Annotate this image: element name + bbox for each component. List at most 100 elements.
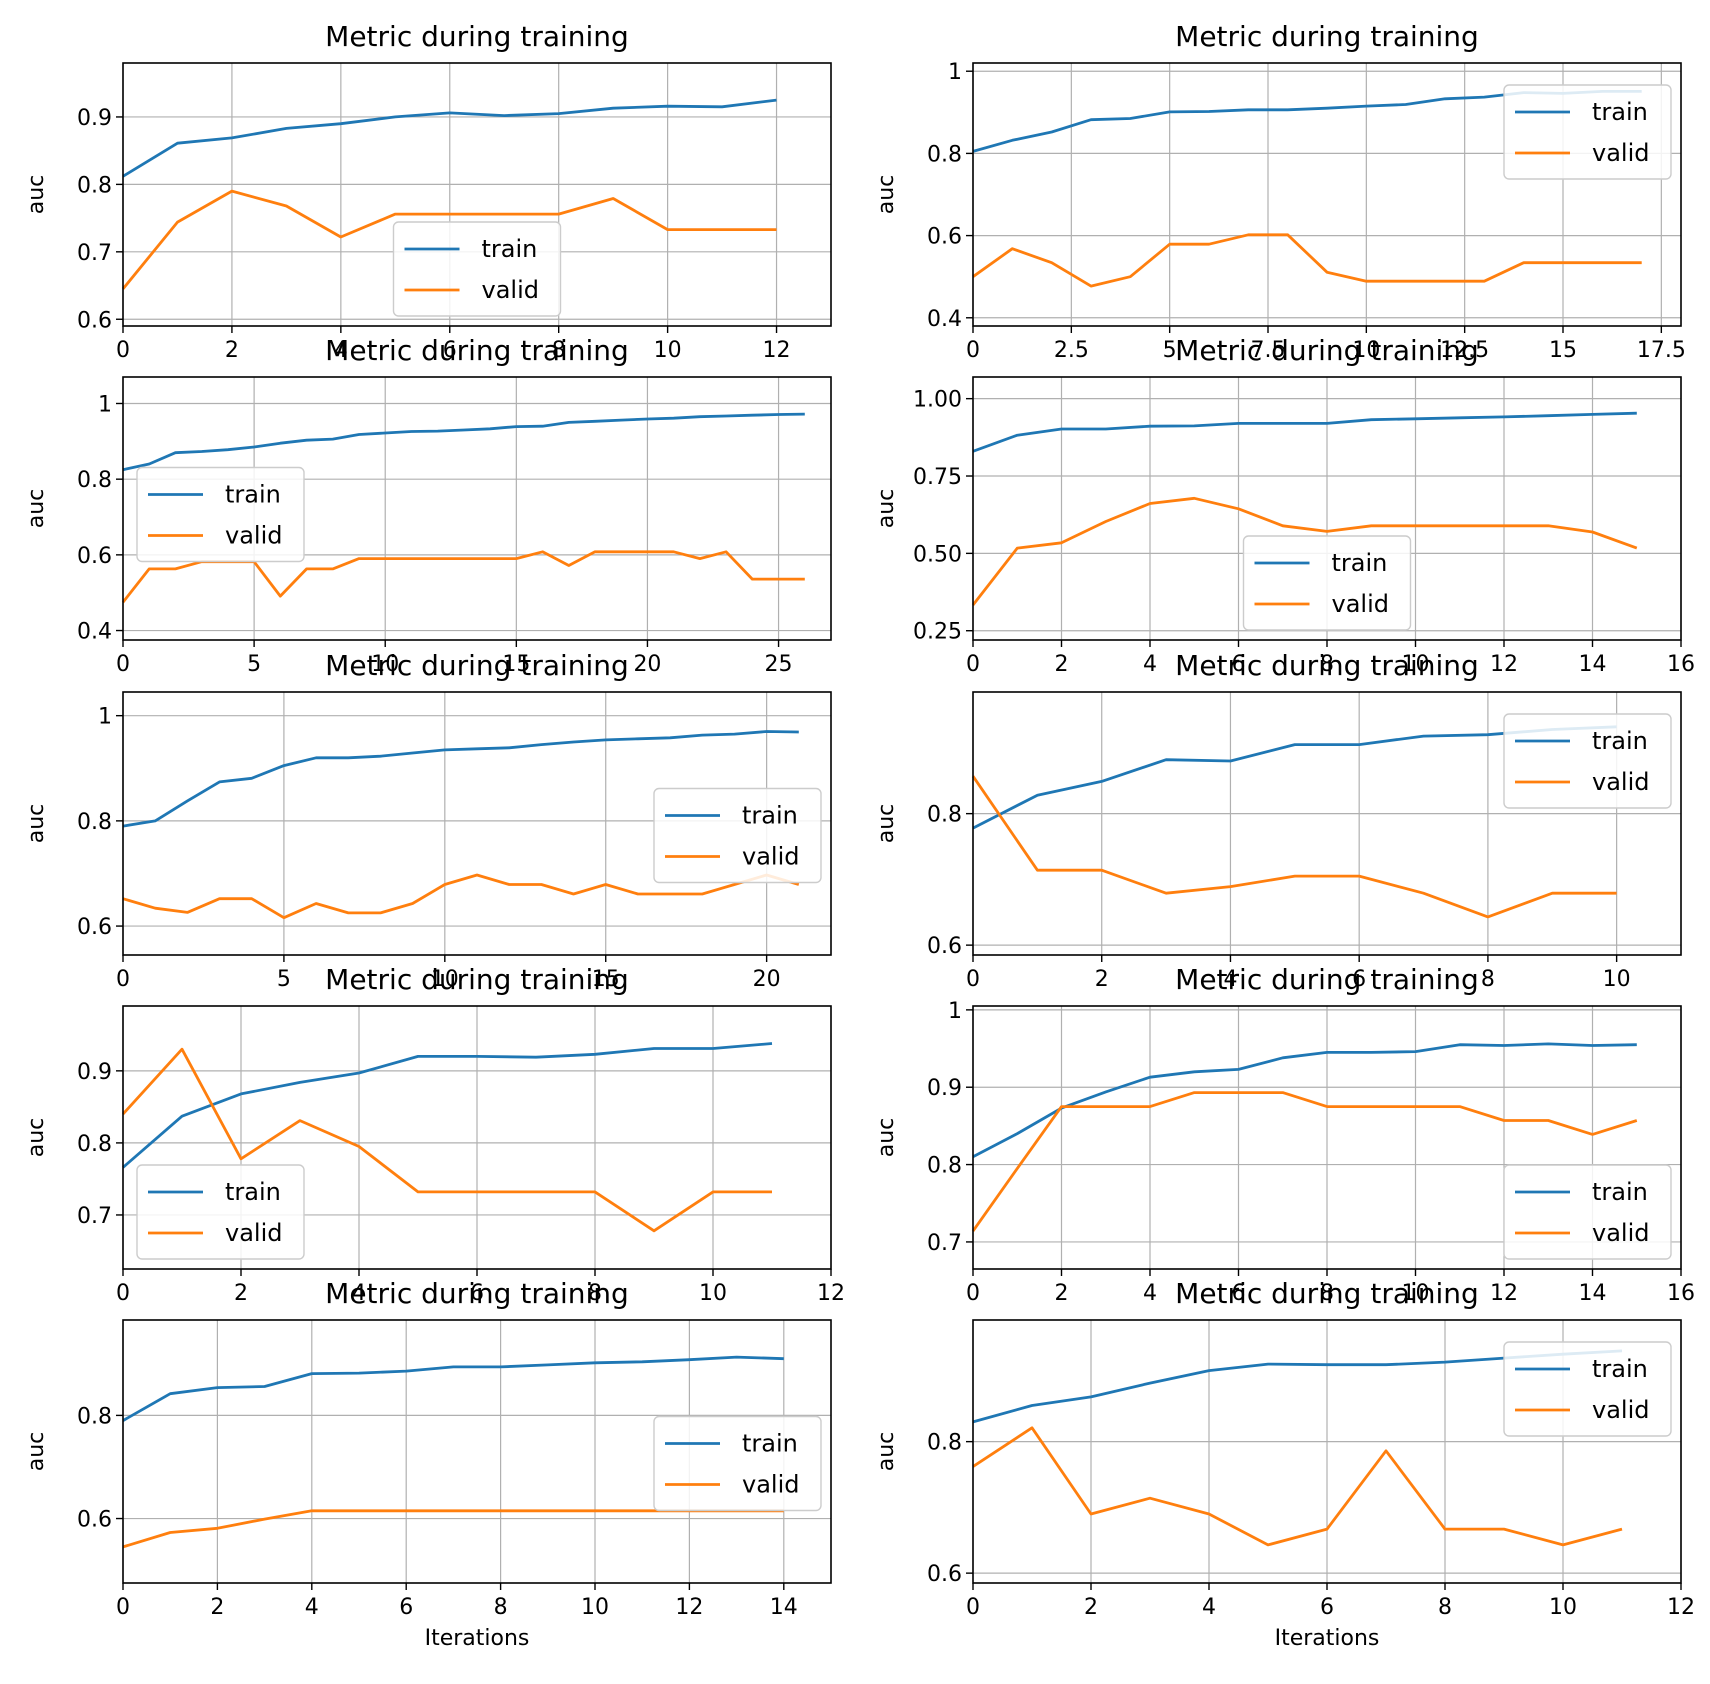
y-axis-label: auc: [874, 1432, 899, 1472]
y-axis-label: auc: [874, 804, 899, 844]
axes-frame: [122, 376, 832, 641]
x-tick-label: 10: [581, 1595, 609, 1620]
x-tick-label: 10: [1402, 1281, 1430, 1306]
legend-label-train: train: [225, 1178, 281, 1206]
x-tick-label: 15: [1549, 338, 1577, 363]
chart-title: Metric during training: [1175, 334, 1479, 367]
legend-label-valid: valid: [225, 1219, 282, 1247]
legend-label-train: train: [1332, 549, 1388, 577]
x-tick-label: 4: [352, 1281, 366, 1306]
series-line-train: [122, 730, 799, 828]
legend: train valid: [136, 1164, 305, 1260]
axes-frame: [972, 62, 1682, 327]
y-axis-label: auc: [24, 804, 49, 844]
subplot-4: 0 2 4 6 8 10 12 14 16 0.25 0.50 0.75 1.00 Metric duri…: [874, 334, 1695, 677]
x-tick-label: 2: [210, 1595, 224, 1620]
x-tick-label: 0: [966, 967, 980, 992]
series-line-train: [122, 412, 805, 472]
x-tick-label: 2: [234, 1281, 248, 1306]
x-tick-label: 2: [1095, 967, 1109, 992]
legend-box: [136, 1164, 305, 1260]
x-tick-label: 2: [1055, 1281, 1069, 1306]
x-tick-label: 0: [966, 338, 980, 363]
series-line-valid: [971, 1091, 1638, 1232]
axes-frame: [122, 1319, 832, 1584]
y-tick-label: 0.8: [927, 803, 962, 828]
x-tick-label: 10: [654, 338, 682, 363]
x-tick-label: 10: [1352, 338, 1380, 363]
x-tick-label: 4: [305, 1595, 319, 1620]
legend-box: [392, 221, 562, 317]
y-tick-label: 0.8: [77, 1132, 112, 1157]
chart-title: Metric during training: [325, 20, 629, 53]
x-tick-label: 17.5: [1637, 338, 1686, 363]
legend-box: [136, 466, 305, 563]
subplot-1: 0 2 4 6 8 10 12 0.6 0.7 0.8 0.9 Metric during train…: [24, 20, 832, 363]
y-tick-label: 1: [98, 705, 112, 730]
y-tick-label: 1: [948, 999, 962, 1024]
y-tick-label: 0.6: [927, 225, 962, 250]
legend: train valid: [1503, 1341, 1672, 1437]
x-tick-label: 0: [116, 652, 130, 677]
legend-label-train: train: [1592, 727, 1648, 755]
x-tick-label: 4: [1143, 652, 1157, 677]
legend-label-train: train: [742, 1430, 798, 1458]
y-tick-label: 0.6: [77, 308, 112, 333]
x-tick-label: 12: [763, 338, 791, 363]
x-tick-label: 8: [1481, 967, 1495, 992]
x-tick-label: 2: [1084, 1595, 1098, 1620]
subplot-5: 0 5 10 15 20 0.6 0.8 1 Metric during training auc…: [24, 649, 832, 992]
subplot-6: 0 2 4 6 8 10 0.6 0.8 Metric during training auc tr…: [874, 649, 1682, 992]
x-tick-label: 2: [225, 338, 239, 363]
x-tick-label: 0: [966, 652, 980, 677]
series-line-train: [122, 98, 777, 178]
y-tick-label: 0.8: [77, 1404, 112, 1429]
x-tick-label: 12: [1667, 1595, 1695, 1620]
subplot-8: 0 2 4 6 8 10 12 14 16 0.7 0.8 0.9 1 Metric during tra…: [874, 963, 1695, 1306]
x-tick-label: 15: [502, 652, 530, 677]
x-tick-label: 8: [588, 1281, 602, 1306]
legend-label-train: train: [1592, 98, 1648, 126]
x-tick-label: 5: [247, 652, 261, 677]
y-tick-label: 0.8: [77, 173, 112, 198]
x-tick-label: 10: [371, 652, 399, 677]
y-tick-label: 1: [948, 60, 962, 85]
x-tick-label: 8: [494, 1595, 508, 1620]
legend-label-valid: valid: [1592, 1396, 1649, 1424]
x-tick-label: 12: [1490, 1281, 1518, 1306]
x-tick-label: 4: [334, 338, 348, 363]
y-tick-label: 0.8: [927, 1431, 962, 1456]
x-tick-label: 14: [1579, 1281, 1607, 1306]
subplot-2: 0 2.5 5 7.5 10 12.5 15 17.5 0.4 0.6 0.8 1 Metric dur…: [874, 20, 1686, 363]
x-tick-label: 7.5: [1251, 338, 1286, 363]
legend-label-train: train: [742, 802, 798, 830]
legend: train valid: [392, 221, 562, 317]
legend-box: [653, 1415, 822, 1512]
legend: train valid: [653, 1415, 822, 1512]
x-tick-label: 16: [1667, 1281, 1695, 1306]
y-tick-label: 0.8: [927, 142, 962, 167]
series-line-train: [972, 1042, 1637, 1159]
y-tick-label: 0.4: [77, 620, 112, 645]
legend: train valid: [1503, 1164, 1672, 1260]
y-tick-label: 0.7: [77, 241, 112, 266]
legend-label-train: train: [482, 235, 538, 263]
y-tick-label: 0.9: [77, 1060, 112, 1085]
x-tick-label: 6: [1232, 1281, 1246, 1306]
y-axis-label: auc: [24, 1432, 49, 1472]
series-line-valid: [972, 1426, 1623, 1547]
legend: train valid: [1503, 713, 1672, 809]
x-axis-label: Iterations: [1275, 1626, 1380, 1651]
x-tick-label: 12: [675, 1595, 703, 1620]
y-tick-label: 0.8: [77, 468, 112, 493]
legend-box: [1242, 535, 1412, 631]
y-tick-label: 0.9: [77, 106, 112, 131]
x-tick-label: 0: [966, 1595, 980, 1620]
x-tick-label: 8: [1320, 1281, 1334, 1306]
subplot-9: 0 2 4 6 8 10 12 14 0.6 0.8 Metric during training a…: [24, 1277, 832, 1651]
legend-label-train: train: [1592, 1355, 1648, 1383]
x-tick-label: 6: [1232, 652, 1246, 677]
series-line-valid: [971, 496, 1638, 606]
